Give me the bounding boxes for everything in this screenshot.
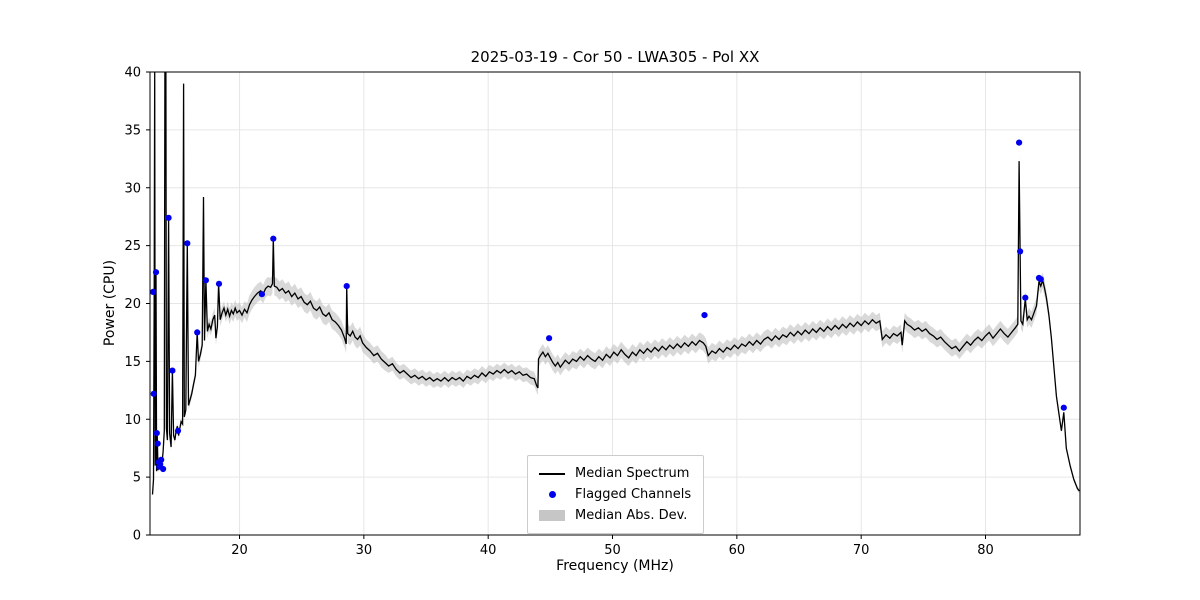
flagged-channel-dot bbox=[184, 240, 191, 247]
mad-band bbox=[152, 72, 1080, 497]
legend-label: Median Spectrum bbox=[575, 466, 690, 481]
y-tick-label: 5 bbox=[133, 471, 141, 486]
mad-band-patch-icon bbox=[537, 510, 567, 521]
x-axis-label: Frequency (MHz) bbox=[556, 558, 674, 574]
flagged-channel-dot bbox=[152, 269, 160, 276]
x-tick-label: 30 bbox=[356, 543, 373, 558]
median-spectrum-line bbox=[151, 72, 1080, 495]
flagged-channel-dot bbox=[150, 288, 157, 295]
flagged-channel-dot bbox=[1037, 276, 1044, 283]
x-tick-label: 50 bbox=[604, 543, 621, 558]
flagged-channel-dot bbox=[169, 367, 176, 374]
flagged-channels-layer bbox=[150, 139, 1067, 473]
x-tick-label: 40 bbox=[480, 543, 497, 558]
flagged-channel-dot bbox=[270, 235, 277, 242]
flagged-channel-dot bbox=[1060, 404, 1067, 411]
flagged-channel-dot bbox=[343, 283, 350, 290]
flagged-channel-dot bbox=[158, 456, 165, 463]
x-tick-label: 80 bbox=[977, 543, 994, 558]
flagged-channel-dot bbox=[202, 277, 209, 284]
flagged-channel-dot bbox=[153, 430, 160, 437]
x-tick-label: 20 bbox=[231, 543, 248, 558]
legend-item-median-abs-dev: Median Abs. Dev. bbox=[537, 505, 691, 526]
flagged-channel-dot bbox=[215, 280, 223, 287]
flagged-channel-dot bbox=[154, 440, 161, 447]
legend-label: Flagged Channels bbox=[575, 487, 692, 502]
flagged-channel-dot bbox=[258, 291, 265, 298]
y-tick-label: 25 bbox=[124, 239, 141, 254]
y-tick-label: 35 bbox=[124, 123, 141, 138]
y-tick-label: 0 bbox=[133, 529, 141, 544]
flagged-channel-dot bbox=[1017, 248, 1024, 255]
y-tick-label: 30 bbox=[124, 181, 141, 196]
x-tick-label: 70 bbox=[853, 543, 870, 558]
flagged-channel-dot bbox=[701, 312, 708, 319]
flagged-channel-dot bbox=[1016, 139, 1023, 146]
flagged-channel-dot bbox=[194, 329, 201, 336]
legend-item-median-spectrum: Median Spectrum bbox=[537, 463, 691, 484]
flagged-channel-dot bbox=[174, 427, 182, 434]
y-tick-label: 40 bbox=[124, 66, 141, 81]
flagged-channel-dot bbox=[546, 335, 553, 342]
legend-label: Median Abs. Dev. bbox=[575, 508, 688, 523]
median-spectrum-line-icon bbox=[537, 472, 567, 475]
x-tick-label: 60 bbox=[729, 543, 746, 558]
y-tick-label: 15 bbox=[124, 355, 141, 370]
flagged-channel-dot bbox=[160, 465, 167, 473]
flagged-channel-dot-icon bbox=[537, 491, 567, 498]
flagged-channel-dot bbox=[1022, 294, 1029, 301]
tick-layer: 20 30 40 50 60 70 80 0 5 10 15 20 25 30 35 40 bbox=[124, 66, 993, 559]
flagged-channel-dot bbox=[150, 390, 157, 397]
y-tick-label: 10 bbox=[124, 413, 141, 428]
chart-title: 2025-03-19 - Cor 50 - LWA305 - Pol XX bbox=[470, 48, 760, 66]
legend: Median Spectrum Flagged Channels Median … bbox=[527, 455, 705, 534]
y-tick-label: 20 bbox=[124, 297, 141, 312]
flagged-channel-dot bbox=[165, 214, 172, 221]
legend-item-flagged-channels: Flagged Channels bbox=[537, 484, 691, 505]
y-axis-label: Power (CPU) bbox=[102, 259, 118, 347]
